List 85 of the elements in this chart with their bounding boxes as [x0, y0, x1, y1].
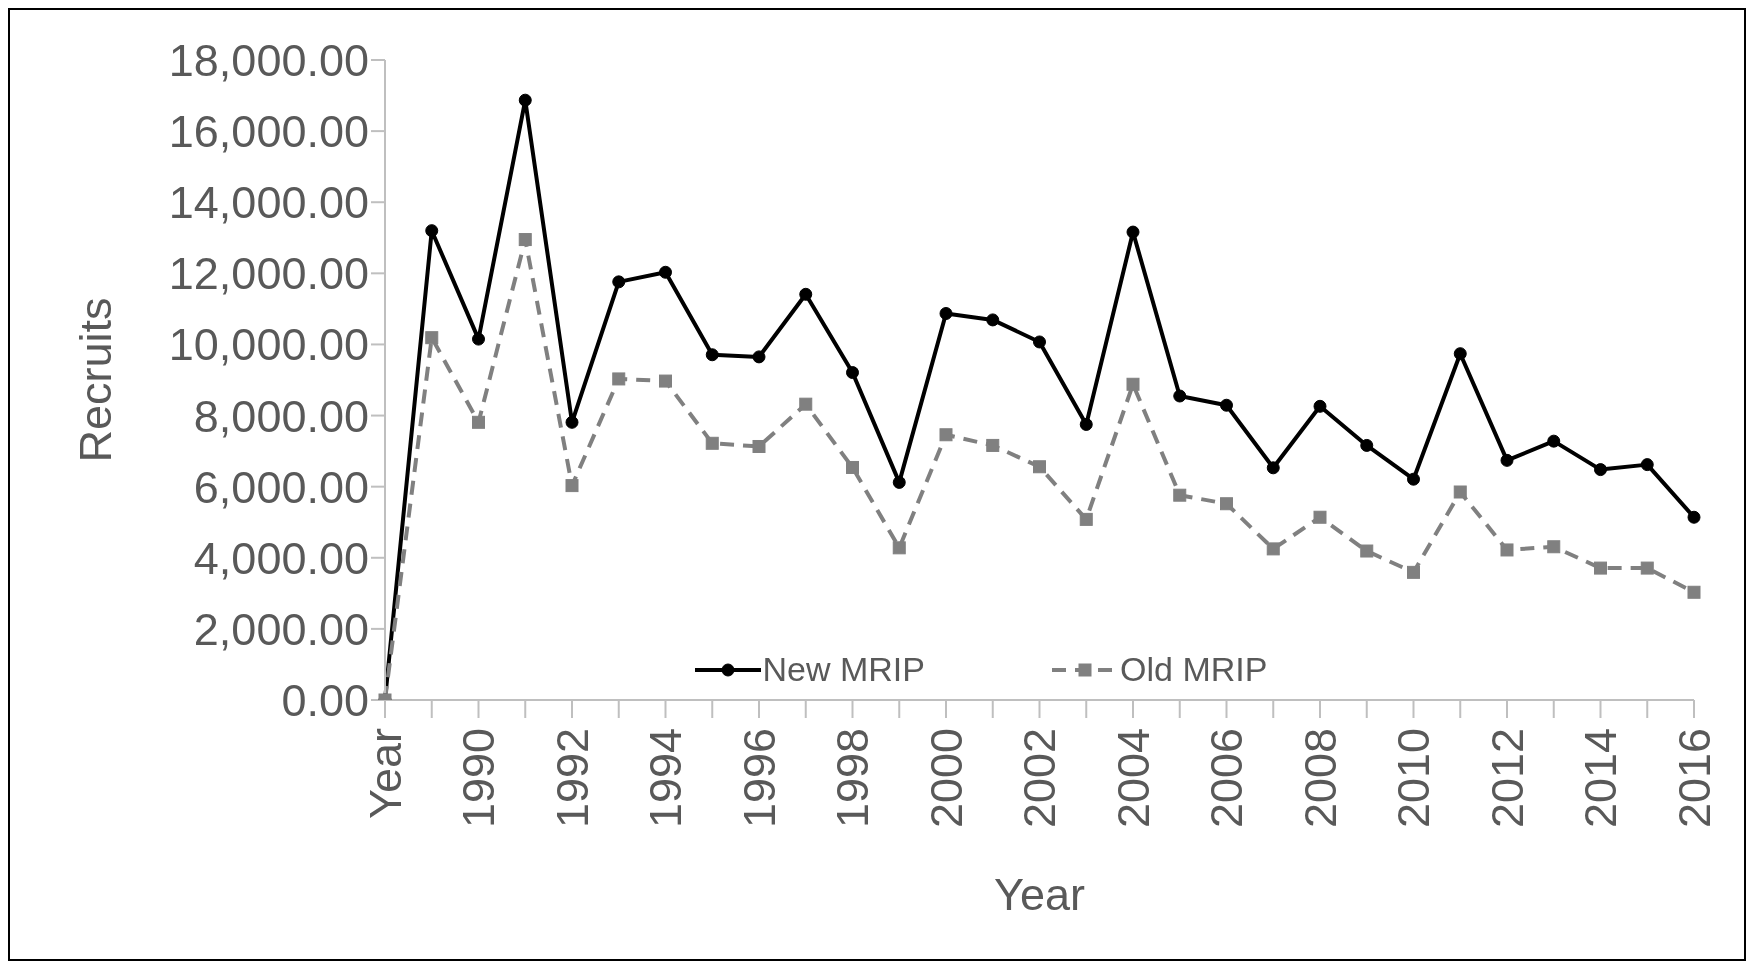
x-tick-label: 2006 [1201, 728, 1252, 829]
point [659, 374, 672, 388]
y-tick-label: 0.00 [281, 674, 369, 726]
point [1266, 461, 1280, 475]
point [472, 332, 485, 346]
x-tick-label: 2010 [1388, 728, 1439, 829]
point [1547, 434, 1561, 448]
point [425, 224, 439, 238]
x-axis-title: Year [994, 869, 1085, 920]
x-tick-label: 1990 [453, 728, 504, 829]
y-tick-label: 14,000.00 [168, 177, 369, 229]
point [892, 541, 906, 555]
y-axis-title: Recruits [69, 297, 121, 463]
point [1453, 485, 1467, 499]
point [705, 348, 719, 362]
point [1500, 453, 1514, 467]
legend-label: Old MRIP [1120, 650, 1268, 689]
x-tick-label: Year [359, 728, 411, 819]
point [1360, 438, 1374, 452]
point [1079, 512, 1093, 526]
point [1173, 488, 1187, 502]
point [659, 265, 672, 279]
x-tick-label: 2014 [1575, 728, 1626, 829]
y-tick-label: 8,000.00 [193, 390, 369, 442]
point [1033, 460, 1046, 474]
point [1220, 398, 1233, 412]
point [1594, 561, 1607, 575]
point [565, 415, 579, 429]
point [518, 233, 532, 247]
x-tick-label: 1998 [827, 728, 878, 829]
point [1687, 585, 1701, 599]
x-tick-label: 2012 [1481, 728, 1533, 829]
x-tick-label: 2004 [1107, 728, 1159, 829]
point [1266, 542, 1280, 556]
point [1313, 399, 1327, 413]
point [752, 350, 766, 364]
point [939, 428, 953, 442]
point [1407, 472, 1420, 486]
y-tick-label: 10,000.00 [168, 319, 369, 371]
point [986, 313, 1000, 327]
point [1313, 510, 1327, 524]
point [939, 307, 953, 321]
point [1126, 377, 1140, 391]
x-tick-label: 1992 [546, 728, 598, 829]
point [705, 436, 719, 450]
point [612, 275, 626, 289]
point [799, 397, 813, 411]
point [799, 287, 813, 301]
y-tick-label: 6,000.00 [193, 461, 369, 513]
point [1220, 497, 1233, 511]
x-tick-label: 2016 [1668, 728, 1720, 829]
point [1453, 347, 1467, 361]
point [1407, 565, 1420, 579]
point [565, 479, 579, 493]
legend-label: New MRIP [762, 650, 925, 689]
point [425, 331, 439, 345]
point [1687, 510, 1701, 524]
point [472, 415, 485, 429]
point [846, 366, 859, 380]
point [612, 372, 626, 386]
point [1360, 544, 1374, 558]
y-tick-label: 2,000.00 [193, 603, 369, 655]
point [892, 475, 906, 489]
y-tick-label: 18,000.00 [168, 34, 369, 86]
point [1640, 561, 1654, 575]
y-tick-label: 16,000.00 [168, 106, 369, 158]
x-tick-label: 2002 [1014, 728, 1065, 829]
x-tick-label: 2008 [1294, 728, 1346, 829]
y-tick-label: 12,000.00 [168, 248, 369, 300]
point [1500, 543, 1514, 557]
point [1547, 540, 1561, 554]
x-tick-label: 1994 [640, 728, 691, 829]
point [1079, 417, 1093, 431]
y-tick-label: 4,000.00 [193, 532, 369, 584]
point [1126, 225, 1140, 239]
point [1173, 389, 1187, 403]
x-tick-label: 1996 [733, 728, 785, 829]
point [986, 438, 1000, 452]
point [752, 439, 766, 453]
point [1033, 335, 1046, 349]
point [846, 460, 859, 474]
point [1640, 458, 1654, 472]
point [518, 93, 532, 107]
x-tick-label: 2000 [920, 728, 972, 829]
point [1594, 463, 1607, 477]
